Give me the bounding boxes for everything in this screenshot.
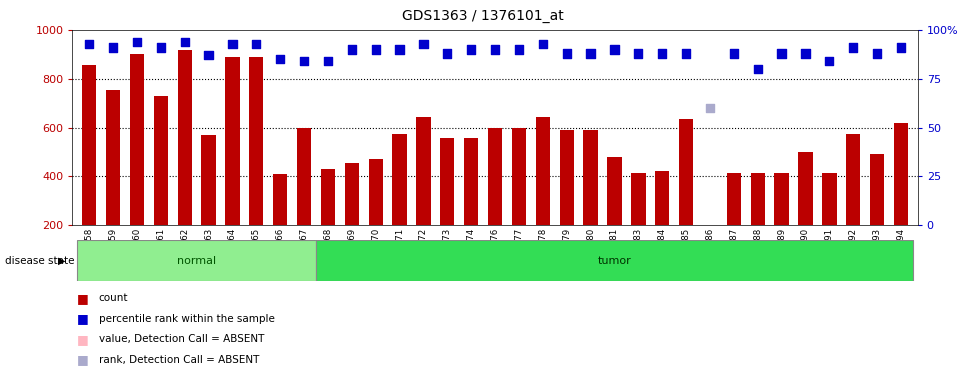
Bar bbox=[751, 172, 765, 274]
Text: tumor: tumor bbox=[598, 256, 632, 266]
Text: ■: ■ bbox=[77, 354, 89, 366]
Bar bbox=[345, 163, 359, 274]
Bar bbox=[846, 134, 861, 274]
Point bbox=[440, 50, 455, 56]
Text: value, Detection Call = ABSENT: value, Detection Call = ABSENT bbox=[99, 334, 264, 344]
Point bbox=[105, 45, 121, 51]
Bar bbox=[321, 169, 335, 274]
Bar bbox=[77, 240, 316, 281]
Point bbox=[344, 46, 359, 53]
Bar bbox=[178, 50, 192, 274]
Point bbox=[464, 46, 479, 53]
Bar bbox=[106, 90, 120, 274]
Point bbox=[487, 46, 502, 53]
Bar bbox=[201, 135, 215, 274]
Bar bbox=[225, 57, 240, 274]
Point bbox=[225, 40, 241, 46]
Point bbox=[201, 53, 216, 58]
Bar bbox=[822, 172, 837, 274]
Point bbox=[702, 105, 718, 111]
Point bbox=[559, 50, 575, 56]
Bar bbox=[583, 130, 598, 274]
Text: disease state: disease state bbox=[5, 256, 74, 266]
Point bbox=[798, 50, 813, 56]
Text: ■: ■ bbox=[77, 292, 89, 304]
Point bbox=[297, 58, 312, 64]
Text: percentile rank within the sample: percentile rank within the sample bbox=[99, 314, 274, 324]
Point bbox=[368, 46, 384, 53]
Bar bbox=[870, 154, 884, 274]
Point bbox=[153, 45, 168, 51]
Bar bbox=[703, 262, 717, 274]
Point bbox=[822, 58, 838, 64]
Bar bbox=[154, 96, 168, 274]
Bar bbox=[655, 171, 669, 274]
Point bbox=[129, 39, 145, 45]
Point bbox=[392, 46, 408, 53]
Bar bbox=[129, 54, 144, 274]
Text: count: count bbox=[99, 293, 128, 303]
Text: GDS1363 / 1376101_at: GDS1363 / 1376101_at bbox=[402, 9, 564, 23]
Point bbox=[535, 40, 551, 46]
Bar bbox=[608, 157, 622, 274]
Bar bbox=[273, 174, 287, 274]
Point bbox=[869, 50, 885, 56]
Point bbox=[726, 50, 742, 56]
Point bbox=[320, 58, 335, 64]
Point bbox=[81, 40, 97, 46]
Point bbox=[272, 56, 288, 62]
Point bbox=[415, 40, 431, 46]
Bar bbox=[679, 119, 694, 274]
Text: rank, Detection Call = ABSENT: rank, Detection Call = ABSENT bbox=[99, 355, 259, 365]
Point bbox=[894, 45, 909, 51]
Point bbox=[774, 50, 789, 56]
Point bbox=[582, 50, 598, 56]
Point bbox=[248, 40, 264, 46]
Point bbox=[177, 39, 192, 45]
Bar bbox=[440, 138, 454, 274]
Bar bbox=[512, 128, 526, 274]
Bar bbox=[316, 240, 913, 281]
Point bbox=[511, 46, 526, 53]
Bar bbox=[536, 117, 550, 274]
Text: ▶: ▶ bbox=[58, 256, 66, 266]
Bar bbox=[416, 117, 431, 274]
Bar bbox=[464, 138, 478, 274]
Point bbox=[631, 50, 646, 56]
Point bbox=[655, 50, 670, 56]
Text: ■: ■ bbox=[77, 333, 89, 346]
Text: normal: normal bbox=[177, 256, 216, 266]
Bar bbox=[392, 134, 407, 274]
Bar bbox=[894, 123, 908, 274]
Bar bbox=[798, 152, 812, 274]
Bar bbox=[775, 172, 789, 274]
Bar bbox=[249, 57, 264, 274]
Bar bbox=[297, 128, 311, 274]
Text: ■: ■ bbox=[77, 312, 89, 325]
Point bbox=[750, 66, 765, 72]
Bar bbox=[559, 130, 574, 274]
Bar bbox=[631, 172, 645, 274]
Bar bbox=[368, 159, 383, 274]
Point bbox=[845, 45, 861, 51]
Point bbox=[607, 46, 622, 53]
Bar bbox=[488, 128, 502, 274]
Bar bbox=[82, 65, 97, 274]
Point bbox=[678, 50, 694, 56]
Bar bbox=[726, 172, 741, 274]
